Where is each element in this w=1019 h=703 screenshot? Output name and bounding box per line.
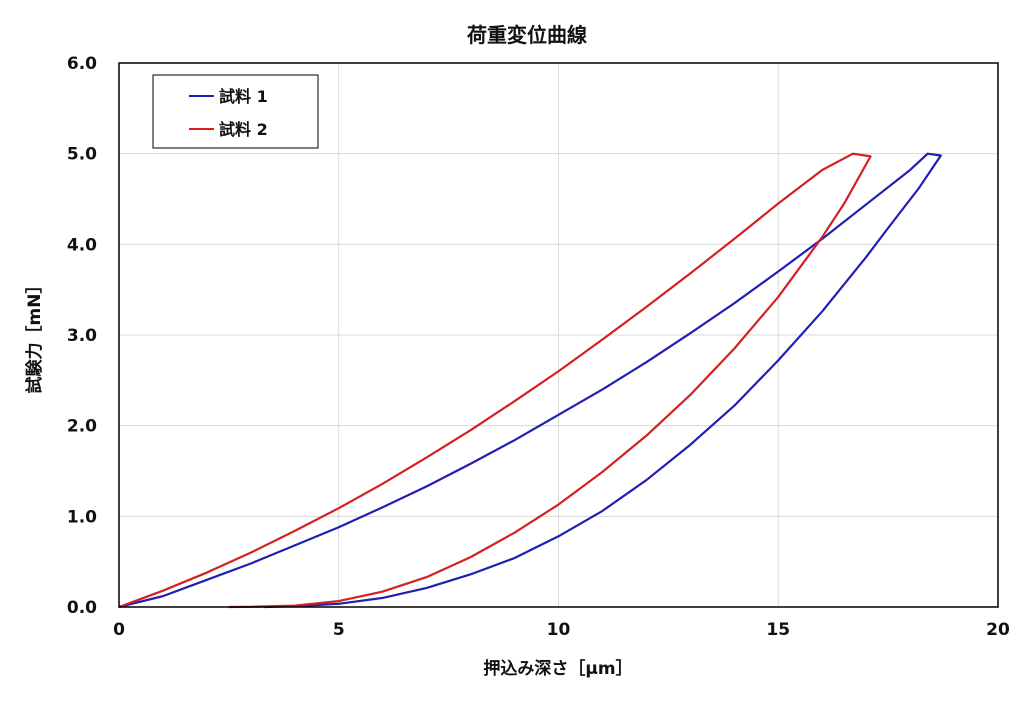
y-tick-label: 1.0 (67, 507, 97, 527)
y-tick-label: 0.0 (67, 598, 97, 618)
series-lines (118, 152, 942, 609)
y-tick-label: 2.0 (67, 417, 97, 437)
x-tick-label: 5 (333, 620, 345, 640)
plot-frame (118, 62, 999, 608)
x-tick-label: 0 (113, 620, 125, 640)
tick-labels: 0 5 10 15 20 0.0 1.0 2.0 3.0 4.0 5.0 6.0 (67, 54, 1010, 640)
x-tick-label: 15 (766, 620, 790, 640)
y-tick-label: 4.0 (67, 235, 97, 255)
grid-lines (119, 63, 998, 607)
legend: 試料 1 試料 2 (152, 74, 319, 149)
x-tick-label: 10 (547, 620, 571, 640)
y-axis-label: 試験力［mN］ (24, 277, 45, 394)
legend-box (152, 74, 319, 149)
y-tick-label: 5.0 (67, 145, 97, 165)
chart-title: 荷重変位曲線 (467, 23, 587, 47)
y-tick-label: 6.0 (67, 54, 97, 74)
legend-label-series-1: 試料 1 (219, 87, 268, 106)
series-line-1 (118, 152, 942, 609)
legend-label-series-2: 試料 2 (219, 120, 268, 139)
x-tick-label: 20 (986, 620, 1010, 640)
x-axis-label: 押込み深さ［μm］ (483, 658, 632, 679)
y-tick-label: 3.0 (67, 326, 97, 346)
series-line-2 (118, 152, 872, 609)
